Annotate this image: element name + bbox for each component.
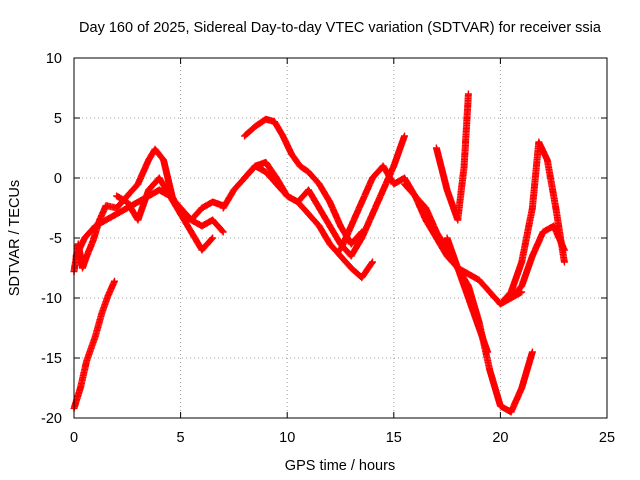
y-tick-label: -20: [41, 411, 62, 427]
x-tick-label: 10: [279, 430, 295, 446]
gridlines: [74, 58, 607, 418]
y-tick-label: 0: [54, 171, 62, 187]
series-pass-e: [241, 115, 366, 248]
data-point-markers: [241, 115, 366, 248]
x-tick-label: 15: [386, 430, 402, 446]
x-tick-label: 25: [599, 430, 615, 446]
y-tick-label: -5: [49, 231, 62, 247]
series-pass-l: [507, 222, 568, 302]
data-point-markers: [443, 234, 492, 356]
x-axis-label: GPS time / hours: [285, 458, 395, 474]
series-pass-d: [113, 174, 217, 254]
x-tick-label: 20: [492, 430, 508, 446]
plot-frame: [73, 57, 608, 419]
axis-ticks: 0 5 10 15 20 25 -20 -15 -10 -5 0 5 10: [41, 51, 615, 446]
y-axis-label: SDTVAR / TECUs: [7, 180, 23, 296]
data-point-markers: [432, 90, 472, 224]
x-tick-label: 0: [70, 430, 78, 446]
y-tick-label: 10: [46, 51, 62, 67]
x-tick-label: 5: [177, 430, 185, 446]
y-tick-label: -15: [41, 351, 62, 367]
data-point-markers: [113, 174, 217, 254]
data-point-markers: [507, 222, 568, 302]
y-tick-label: -10: [41, 291, 62, 307]
series-pass-g: [219, 158, 376, 282]
y-tick-label: 5: [54, 111, 62, 127]
data-point-markers: [219, 158, 376, 282]
series-pass-m: [443, 234, 492, 356]
chart-title: Day 160 of 2025, Sidereal Day-to-day VTE…: [79, 20, 602, 36]
series-pass-j: [432, 90, 472, 224]
